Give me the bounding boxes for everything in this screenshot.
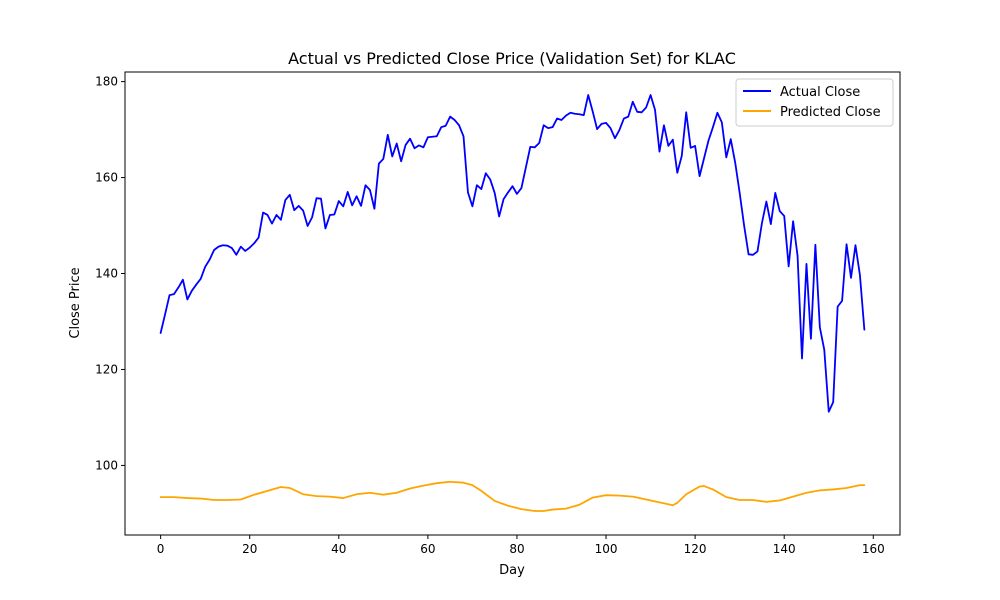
- y-tick-label: 140: [95, 267, 118, 281]
- legend-label-predicted-close: Predicted Close: [780, 105, 881, 120]
- y-tick-label: 160: [95, 171, 118, 185]
- y-axis-label: Close Price: [68, 267, 83, 338]
- x-tick-label: 40: [331, 542, 346, 556]
- x-tick-label: 140: [773, 542, 796, 556]
- series-line-actual-close: [159, 94, 866, 413]
- x-axis-label: Day: [499, 563, 525, 578]
- series-line-predicted-close: [159, 480, 866, 512]
- y-axis: 100 120 140 160 180: [95, 75, 125, 472]
- x-tick-label: 80: [509, 542, 524, 556]
- legend: Actual Close Predicted Close: [735, 78, 894, 127]
- x-tick-label: 120: [684, 542, 707, 556]
- x-tick-label: 0: [157, 542, 165, 556]
- legend-label-actual-close: Actual Close: [780, 85, 860, 100]
- chart-title: Actual vs Predicted Close Price (Validat…: [288, 49, 736, 68]
- series-lines: [159, 94, 866, 512]
- x-tick-label: 60: [420, 542, 435, 556]
- plot-area: 0 20 40 60 80 100 120 140 160 100 120 140 160 180: [95, 71, 901, 556]
- y-tick-label: 180: [95, 75, 118, 89]
- x-tick-label: 100: [595, 542, 618, 556]
- x-tick-label: 160: [862, 542, 885, 556]
- axes-frame: [124, 71, 901, 536]
- x-axis: 0 20 40 60 80 100 120 140 160: [157, 535, 885, 556]
- x-tick-label: 20: [242, 542, 257, 556]
- y-tick-label: 100: [95, 458, 118, 472]
- y-tick-label: 120: [95, 362, 118, 376]
- legend-box: [735, 78, 894, 127]
